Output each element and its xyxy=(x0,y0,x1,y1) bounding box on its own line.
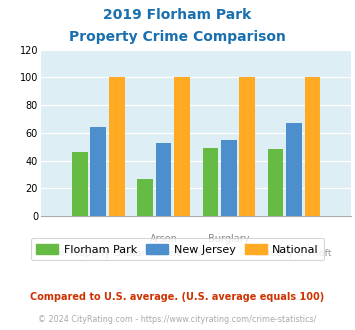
Text: © 2024 CityRating.com - https://www.cityrating.com/crime-statistics/: © 2024 CityRating.com - https://www.city… xyxy=(38,315,317,324)
Text: Compared to U.S. average. (U.S. average equals 100): Compared to U.S. average. (U.S. average … xyxy=(31,292,324,302)
Text: All Property Crime: All Property Crime xyxy=(55,249,142,258)
Bar xyxy=(305,77,320,216)
Bar xyxy=(202,148,218,216)
Bar xyxy=(174,77,190,216)
Legend: Florham Park, New Jersey, National: Florham Park, New Jersey, National xyxy=(31,238,324,260)
Text: 2019 Florham Park: 2019 Florham Park xyxy=(103,8,252,22)
Bar xyxy=(109,77,125,216)
Text: Motor Vehicle Theft: Motor Vehicle Theft xyxy=(118,249,209,258)
Bar xyxy=(137,179,153,216)
Bar xyxy=(268,149,283,216)
Bar xyxy=(156,143,171,216)
Text: Burglary: Burglary xyxy=(208,234,250,244)
Text: Larceny & Theft: Larceny & Theft xyxy=(256,249,332,258)
Bar xyxy=(286,123,302,216)
Bar xyxy=(72,152,88,216)
Bar xyxy=(221,140,236,216)
Bar xyxy=(239,77,255,216)
Text: Property Crime Comparison: Property Crime Comparison xyxy=(69,30,286,44)
Text: Arson: Arson xyxy=(149,234,178,244)
Bar xyxy=(91,127,106,216)
